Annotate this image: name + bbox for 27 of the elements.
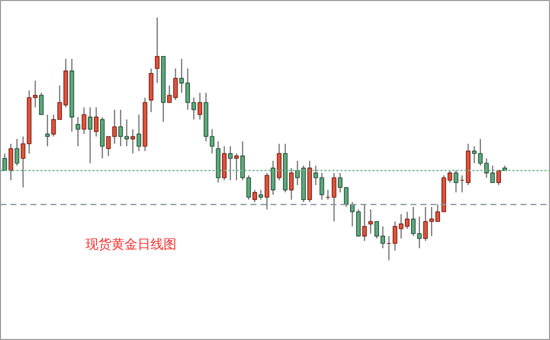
candlestick bbox=[252, 189, 258, 203]
candlestick bbox=[228, 146, 233, 181]
candlestick bbox=[39, 92, 44, 116]
candlestick bbox=[332, 172, 336, 222]
candlestick bbox=[82, 106, 86, 135]
candlestick bbox=[136, 114, 142, 152]
candlestick bbox=[258, 189, 264, 200]
candlestick bbox=[8, 143, 14, 181]
candlestick bbox=[234, 152, 239, 181]
candlestick bbox=[270, 160, 276, 196]
candlestick bbox=[362, 204, 367, 242]
candlestick bbox=[88, 106, 92, 164]
candlestick bbox=[454, 170, 458, 193]
candlestick bbox=[295, 160, 300, 186]
candlestick bbox=[496, 170, 501, 186]
candlestick bbox=[14, 138, 20, 166]
candlestick bbox=[130, 128, 136, 154]
candlestick bbox=[154, 16, 160, 84]
candlestick bbox=[94, 106, 99, 138]
candlestick bbox=[45, 114, 50, 147]
candlestick bbox=[76, 116, 80, 147]
annotation: 现货黄金日线图 bbox=[86, 238, 176, 252]
candlestick bbox=[2, 152, 8, 172]
candlestick bbox=[368, 208, 373, 234]
candlestick bbox=[198, 92, 202, 120]
candlestick bbox=[289, 167, 294, 200]
candlestick bbox=[264, 172, 270, 210]
